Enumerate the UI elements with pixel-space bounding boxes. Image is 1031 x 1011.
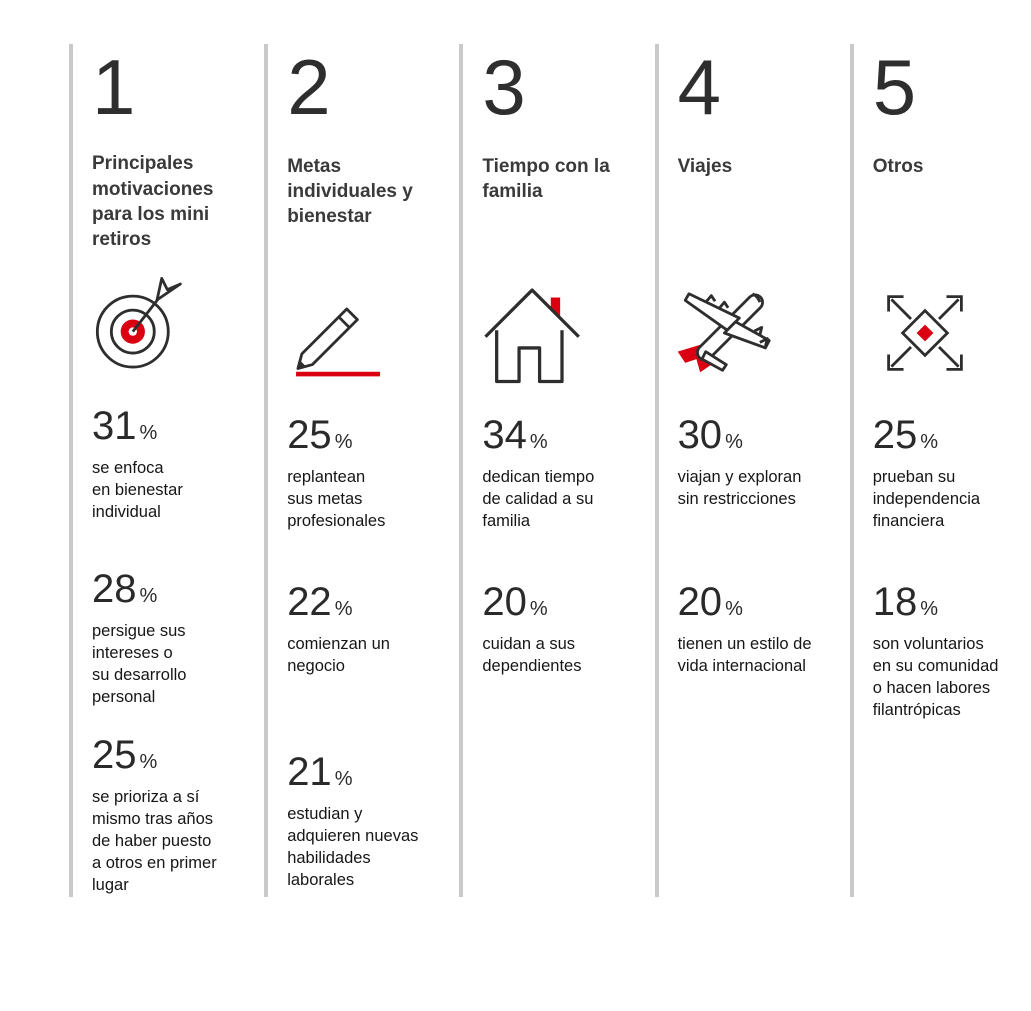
column-familia: 3 Tiempo con la familia 34% dedican tiem… bbox=[459, 44, 654, 897]
icon-container bbox=[677, 259, 842, 407]
stat-block: 25% replantean sus metas profesionales bbox=[287, 407, 451, 574]
stat-value: 21% bbox=[287, 750, 353, 794]
icon-container bbox=[482, 259, 646, 407]
column-number: 2 bbox=[287, 43, 332, 131]
stat-value: 20% bbox=[482, 580, 548, 624]
pencil-icon bbox=[296, 307, 381, 377]
airplane-icon bbox=[677, 292, 771, 373]
stat-block: 30% viajan y exploran sin restricciones bbox=[678, 407, 842, 574]
percent-sign: % bbox=[334, 768, 353, 790]
stat-block: 25% se prioriza a sí mismo tras años de … bbox=[92, 727, 256, 897]
stat-block: 31% se enfoca en bienestar individual bbox=[92, 398, 256, 561]
stat-description: estudian y adquieren nuevas habilidades … bbox=[287, 805, 419, 889]
percent-sign: % bbox=[920, 598, 939, 620]
expand-arrows-icon bbox=[886, 295, 963, 371]
percent-sign: % bbox=[334, 431, 353, 453]
column-title: Metas individuales y bienestar bbox=[287, 156, 413, 228]
stat-value: 25% bbox=[92, 733, 158, 778]
stat-block: 20% cuidan a sus dependientes bbox=[482, 574, 646, 744]
stat-value: 34% bbox=[482, 413, 548, 457]
stat-value: 28% bbox=[92, 567, 158, 612]
column-otros: 5 Otros 25% prueban su independencia fin… bbox=[849, 43, 1031, 897]
stat-description: son voluntarios en su comunidad o hacen … bbox=[872, 635, 999, 719]
stat-description: cuidan a sus dependientes bbox=[482, 635, 582, 675]
column-number: 1 bbox=[92, 43, 137, 131]
column-title: Principales motivaciones para los mini r… bbox=[92, 153, 214, 250]
stat-block: 18% son voluntarios en su comunidad o ha… bbox=[873, 574, 1023, 744]
stat-block: 28% persigue sus intereses o su desarrol… bbox=[92, 561, 256, 727]
stat-description: persigue sus intereses o su desarrollo p… bbox=[92, 622, 187, 707]
percent-sign: % bbox=[334, 598, 353, 620]
percent-sign: % bbox=[920, 431, 939, 453]
percent-sign: % bbox=[139, 422, 158, 445]
infographic-board: 1 Principales motivaciones para los mini… bbox=[69, 44, 1031, 897]
stat-value: 22% bbox=[287, 580, 353, 624]
column-viajes: 4 Viajes 30% viajan y exploran sin restr… bbox=[654, 43, 850, 897]
stat-block: 22% comienzan un negocio bbox=[287, 574, 451, 744]
stat-value: 25% bbox=[872, 413, 939, 457]
percent-sign: % bbox=[139, 585, 158, 608]
house-icon bbox=[484, 288, 581, 384]
column-title: Otros bbox=[872, 156, 924, 177]
column-title: Viajes bbox=[677, 156, 733, 177]
stat-description: replantean sus metas profesionales bbox=[287, 468, 386, 530]
icon-container bbox=[287, 259, 451, 407]
percent-sign: % bbox=[529, 431, 548, 453]
percent-sign: % bbox=[725, 431, 743, 453]
stat-spacer bbox=[873, 744, 1023, 897]
column-number: 4 bbox=[677, 43, 722, 131]
column-metas: 2 Metas individuales y bienestar 25% rep… bbox=[264, 44, 459, 897]
target-arrow-icon bbox=[95, 277, 182, 369]
stat-block: 20% tienen un estilo de vida internacion… bbox=[678, 574, 842, 744]
stat-value: 20% bbox=[677, 580, 743, 624]
stat-description: tienen un estilo de vida internacional bbox=[677, 635, 812, 675]
percent-sign: % bbox=[139, 751, 158, 774]
stat-description: dedican tiempo de calidad a su familia bbox=[482, 468, 595, 530]
stat-value: 18% bbox=[872, 580, 939, 624]
stat-description: comienzan un negocio bbox=[287, 635, 390, 675]
column-title: Tiempo con la familia bbox=[482, 156, 610, 203]
stat-spacer bbox=[678, 744, 842, 897]
stat-value: 25% bbox=[287, 413, 353, 457]
stat-description: prueban su independencia financiera bbox=[872, 468, 981, 530]
stat-block: 21% estudian y adquieren nuevas habilida… bbox=[287, 744, 451, 897]
stat-spacer bbox=[482, 744, 646, 897]
stat-block: 34% dedican tiempo de calidad a su famil… bbox=[482, 407, 646, 574]
stat-value: 31% bbox=[92, 404, 158, 449]
column-number: 5 bbox=[872, 43, 918, 131]
stat-description: viajan y exploran sin restricciones bbox=[677, 468, 802, 508]
icon-container bbox=[92, 254, 256, 398]
column-number: 3 bbox=[482, 43, 527, 131]
stat-description: se enfoca en bienestar individual bbox=[92, 459, 183, 522]
stat-description: se prioriza a sí mismo tras años de habe… bbox=[92, 788, 217, 895]
stat-value: 30% bbox=[677, 413, 743, 457]
stat-block: 25% prueban su independencia financiera bbox=[873, 407, 1023, 574]
percent-sign: % bbox=[725, 598, 743, 620]
icon-container bbox=[873, 259, 1023, 407]
column-motivaciones: 1 Principales motivaciones para los mini… bbox=[69, 44, 264, 897]
percent-sign: % bbox=[529, 598, 548, 620]
